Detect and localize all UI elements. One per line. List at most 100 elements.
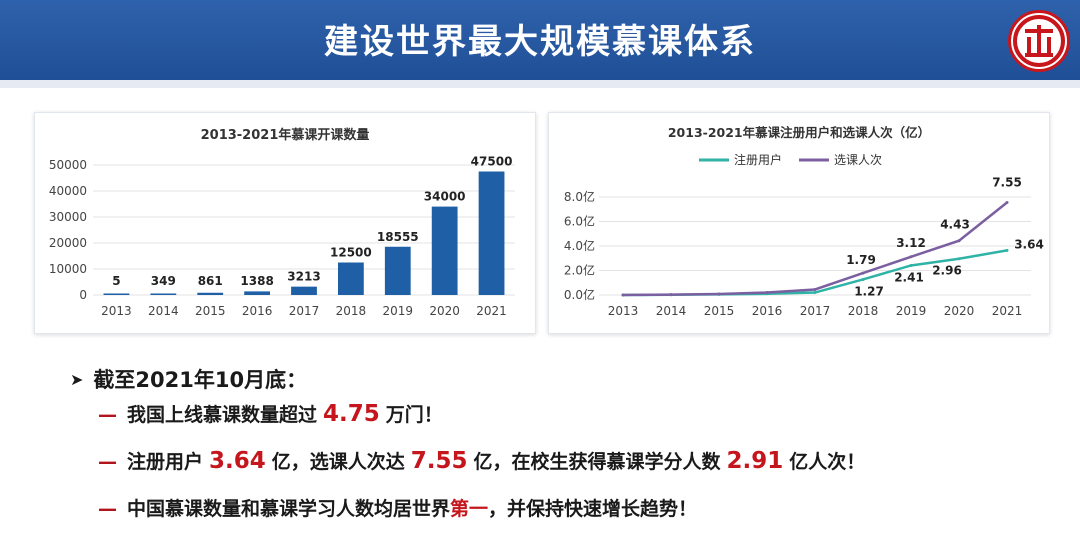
line1-text: 我国上线慕课数量超过 (127, 404, 318, 426)
x-tick-label: 2020 (429, 304, 460, 318)
data-label: 2.41 (894, 270, 924, 284)
data-label: 7.55 (992, 176, 1022, 190)
y-tick-label: 4.0亿 (564, 238, 595, 253)
data-point (621, 293, 625, 297)
data-point (957, 239, 961, 243)
data-label: 1.79 (846, 253, 876, 267)
bar (431, 206, 458, 295)
summary-line-1: — 我国上线慕课数量超过 4.75 万门！ (98, 400, 1050, 443)
dash-bullet: — (98, 451, 117, 473)
line2-number-1: 3.64 (209, 448, 266, 474)
data-point (861, 277, 865, 281)
x-tick-label: 2021 (992, 304, 1023, 318)
x-tick-label: 2017 (289, 304, 320, 318)
header-subband (0, 80, 1080, 88)
bar (478, 171, 505, 295)
bar (337, 262, 364, 295)
dash-bullet: — (98, 404, 117, 426)
y-tick-label: 50000 (49, 158, 87, 172)
x-tick-label: 2018 (848, 304, 879, 318)
y-tick-label: 30000 (49, 210, 87, 224)
x-tick-label: 2016 (752, 304, 783, 318)
data-label: 18555 (377, 230, 419, 244)
x-tick-label: 2014 (656, 304, 687, 318)
y-tick-label: 8.0亿 (564, 189, 595, 204)
summary-heading-row: ➤ 截至2021年10月底： (70, 362, 1050, 396)
line-chart: 2013-2021年慕课注册用户和选课人次（亿） 注册用户 选课人次 0.0亿 2.0亿… (564, 125, 1044, 318)
x-tick-label: 2014 (148, 304, 179, 318)
bar-chart: 2013-2021年慕课开课数量 0 10000 20000 30000 40000 500… (49, 127, 515, 318)
legend-label: 注册用户 (734, 152, 782, 167)
data-label: 3.12 (896, 236, 926, 250)
data-label: 349 (151, 274, 176, 288)
data-label: 34000 (424, 190, 466, 204)
bar (197, 292, 224, 295)
page-title: 建设世界最大规模慕课体系 (324, 22, 756, 62)
data-point (813, 287, 817, 291)
data-point (861, 271, 865, 275)
x-tick-label: 2018 (336, 304, 367, 318)
data-label: 3.64 (1014, 237, 1044, 251)
header-banner: 建设世界最大规模慕课体系 (0, 0, 1080, 80)
data-point (765, 291, 769, 295)
data-label: 12500 (330, 246, 372, 260)
y-tick-label: 20000 (49, 236, 87, 250)
y-tick-label: 10000 (49, 262, 87, 276)
x-tick-label: 2019 (383, 304, 414, 318)
summary-block: ➤ 截至2021年10月底： — 我国上线慕课数量超过 4.75 万门！ — 注… (70, 362, 1050, 537)
data-label: 1.27 (854, 284, 884, 298)
data-label: 3213 (287, 270, 320, 284)
data-point (1005, 201, 1009, 205)
line3-highlight: 第一 (450, 498, 489, 520)
summary-heading: 截至2021年10月底： (93, 368, 308, 392)
dash-bullet: — (98, 498, 117, 520)
chart-title: 2013-2021年慕课注册用户和选课人次（亿） (668, 125, 930, 140)
chart-title: 2013-2021年慕课开课数量 (201, 127, 370, 143)
data-point (813, 291, 817, 295)
line2-post: 亿人次！ (789, 451, 866, 473)
x-tick-label: 2016 (242, 304, 273, 318)
line2-number-2: 7.55 (410, 448, 468, 474)
data-label: 5 (112, 274, 120, 288)
data-label: 4.43 (940, 218, 970, 232)
x-tick-label: 2013 (101, 304, 132, 318)
bar (244, 291, 271, 295)
data-point (669, 293, 673, 297)
line-chart-card: 2013-2021年慕课注册用户和选课人次（亿） 注册用户 选课人次 0.0亿 2.0亿… (548, 112, 1050, 334)
series-line (622, 201, 1008, 297)
bar (291, 286, 317, 295)
data-label: 2.96 (932, 264, 962, 278)
bar (384, 246, 411, 295)
bar (150, 293, 177, 295)
data-label: 1388 (240, 274, 273, 288)
x-tick-label: 2019 (896, 304, 927, 318)
data-point (909, 263, 913, 267)
data-point (717, 292, 721, 296)
line2-mid-2: 亿，在校生获得慕课学分人数 (473, 451, 721, 473)
y-tick-label: 0.0亿 (564, 287, 595, 302)
line2-mid-1: 亿，选课人次达 (271, 451, 405, 473)
x-tick-label: 2021 (476, 304, 507, 318)
y-tick-label: 6.0亿 (564, 214, 595, 229)
line3-post: ，并保持快速增长趋势！ (488, 498, 698, 520)
line2-text: 注册用户 (127, 451, 204, 473)
bar (103, 293, 130, 295)
y-tick-label: 0 (79, 288, 87, 302)
legend-label: 选课人次 (834, 153, 882, 167)
line3-text: 中国慕课数量和慕课学习人数均居世界 (127, 498, 451, 520)
x-tick-label: 2020 (944, 304, 975, 318)
bar-chart-card: 2013-2021年慕课开课数量 0 10000 20000 30000 40000 500… (34, 112, 536, 334)
data-point (909, 255, 913, 259)
summary-line-2: — 注册用户 3.64 亿，选课人次达 7.55 亿，在校生获得慕课学分人数 2… (98, 447, 1050, 490)
y-tick-label: 40000 (49, 184, 87, 198)
line1-number: 4.75 (323, 401, 380, 427)
x-tick-label: 2015 (195, 304, 226, 318)
arrow-bullet-icon: ➤ (70, 369, 84, 389)
x-tick-label: 2013 (608, 304, 639, 318)
x-tick-label: 2017 (800, 304, 831, 318)
data-point (957, 257, 961, 261)
line1-post: 万门！ (385, 404, 443, 426)
data-label: 861 (198, 274, 223, 288)
emblem-icon (1008, 10, 1070, 72)
x-tick-label: 2015 (704, 304, 735, 318)
